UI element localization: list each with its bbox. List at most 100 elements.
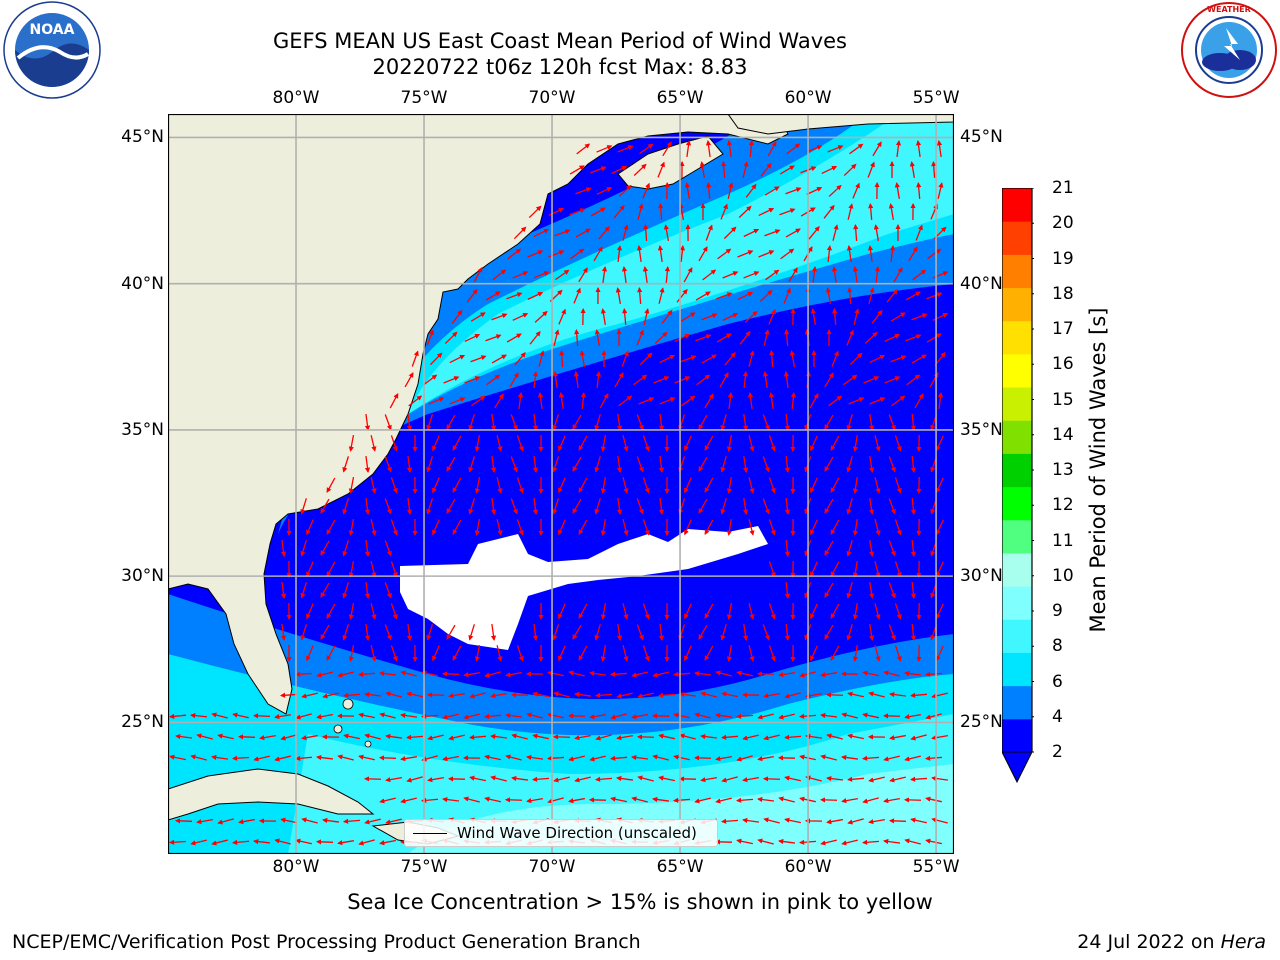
wave-direction-arrow xyxy=(364,818,381,825)
wave-direction-arrow xyxy=(631,713,648,720)
wave-direction-arrow xyxy=(720,624,727,641)
wave-direction-arrow xyxy=(905,291,921,301)
wave-direction-arrow xyxy=(910,623,916,641)
wave-direction-arrow xyxy=(720,414,727,431)
wave-direction-arrow xyxy=(364,413,371,431)
wave-direction-arrow xyxy=(847,818,864,825)
wave-direction-arrow xyxy=(789,350,796,367)
wave-direction-arrow xyxy=(694,797,711,804)
wave-direction-arrow xyxy=(490,733,508,740)
wave-direction-arrow xyxy=(168,839,187,845)
wave-direction-arrow xyxy=(631,754,649,761)
wave-direction-arrow xyxy=(578,267,588,283)
wave-direction-arrow xyxy=(925,838,942,845)
wave-direction-arrow xyxy=(841,839,858,846)
lat-label-left: 40°N xyxy=(121,273,164,294)
wave-direction-arrow xyxy=(658,413,665,431)
wave-direction-arrow xyxy=(595,371,602,389)
wave-direction-arrow xyxy=(759,289,773,303)
wave-direction-arrow xyxy=(790,392,796,410)
wave-direction-arrow xyxy=(925,796,942,803)
wave-direction-arrow xyxy=(672,797,691,803)
wave-direction-arrow xyxy=(874,561,881,578)
wave-direction-arrow xyxy=(720,498,727,515)
wave-direction-arrow xyxy=(806,187,823,195)
wave-direction-arrow xyxy=(828,184,842,197)
wave-direction-arrow xyxy=(169,754,186,761)
wave-direction-arrow xyxy=(889,734,906,741)
wave-direction-arrow xyxy=(830,519,840,535)
wave-direction-arrow xyxy=(364,497,371,515)
wave-direction-arrow xyxy=(861,755,880,761)
wave-direction-arrow xyxy=(696,374,711,386)
wave-direction-arrow xyxy=(722,271,739,279)
wave-direction-arrow xyxy=(659,397,676,405)
wave-direction-arrow xyxy=(547,670,564,677)
wave-direction-arrow xyxy=(589,670,607,677)
wave-direction-arrow xyxy=(231,755,250,761)
wave-direction-arrow xyxy=(884,334,901,342)
wave-direction-arrow xyxy=(552,498,560,515)
date-stamp: 24 Jul 2022 on Hera xyxy=(1077,931,1266,953)
wave-direction-arrow xyxy=(785,187,802,195)
wave-direction-arrow xyxy=(661,309,673,324)
wave-direction-arrow xyxy=(894,435,902,452)
wave-direction-arrow xyxy=(868,287,875,304)
wave-direction-arrow xyxy=(613,204,625,219)
wave-direction-arrow xyxy=(721,776,738,783)
wave-direction-arrow xyxy=(553,329,560,346)
wave-direction-arrow xyxy=(594,624,601,641)
wave-direction-arrow xyxy=(253,838,271,845)
wave-direction-arrow xyxy=(743,271,760,279)
wave-direction-arrow xyxy=(342,540,350,557)
wave-direction-arrow xyxy=(590,166,607,174)
lon-label-bottom: 60°W xyxy=(784,857,832,877)
wave-direction-arrow xyxy=(657,245,664,263)
wave-direction-arrow xyxy=(573,371,580,389)
wave-direction-arrow xyxy=(618,184,632,197)
wave-direction-arrow xyxy=(680,355,697,363)
wave-direction-arrow xyxy=(680,312,696,322)
wave-direction-arrow xyxy=(574,328,580,347)
wave-direction-arrow xyxy=(743,497,749,515)
wave-direction-arrow xyxy=(642,477,650,494)
wave-direction-arrow xyxy=(594,776,613,782)
wave-direction-arrow xyxy=(190,754,207,761)
wave-direction-arrow xyxy=(300,540,308,557)
wave-direction-arrow xyxy=(385,818,402,825)
colorbar-tick-label: 10 xyxy=(1052,565,1074,586)
wave-direction-arrow xyxy=(342,498,350,515)
wave-direction-arrow xyxy=(492,269,507,281)
colorbar-segment xyxy=(1002,353,1032,388)
wave-direction-arrow xyxy=(756,671,775,677)
wave-direction-arrow xyxy=(742,817,760,824)
wave-direction-arrow xyxy=(295,755,313,761)
wave-direction-arrow xyxy=(496,435,503,452)
wave-direction-arrow xyxy=(726,645,732,662)
wave-direction-arrow xyxy=(441,671,460,677)
colorbar xyxy=(1001,187,1034,784)
wave-direction-arrow xyxy=(716,333,732,343)
wave-direction-arrow xyxy=(533,228,550,238)
wave-direction-arrow xyxy=(831,266,838,284)
wave-direction-arrow xyxy=(852,602,858,620)
lon-label-top: 55°W xyxy=(912,88,960,108)
colorbar-segment xyxy=(1002,254,1032,289)
wave-direction-arrow xyxy=(390,519,398,536)
colorbar-tick-label: 20 xyxy=(1052,213,1074,234)
wave-direction-arrow xyxy=(516,519,524,536)
wave-direction-arrow xyxy=(621,266,628,284)
wave-direction-arrow xyxy=(889,691,907,698)
wave-direction-arrow xyxy=(511,733,528,740)
wave-direction-arrow xyxy=(558,603,566,620)
wave-direction-arrow xyxy=(589,714,606,720)
wave-direction-arrow xyxy=(370,561,377,578)
wave-direction-arrow xyxy=(767,141,777,157)
wave-direction-arrow xyxy=(847,286,853,305)
wave-direction-arrow xyxy=(364,539,371,557)
wave-direction-arrow xyxy=(862,797,879,804)
wave-direction-arrow xyxy=(379,670,397,677)
wave-direction-arrow xyxy=(786,143,801,155)
wave-direction-arrow xyxy=(510,498,518,515)
wave-direction-arrow xyxy=(809,393,819,409)
